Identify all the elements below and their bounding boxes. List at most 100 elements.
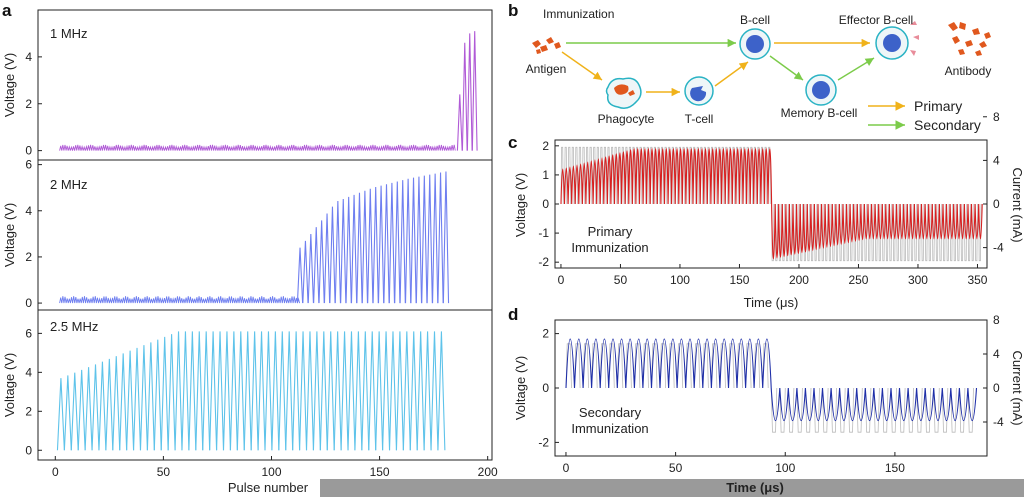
peak-2mhz [307,233,314,304]
xtick-label: 150 [885,461,905,475]
panel-a-xlabel: Pulse number [228,480,309,495]
panel-c-xlabel: Time (μs) [744,295,799,310]
phagocyte-icon [605,77,642,109]
panel-label-d: d [508,305,518,324]
peak-2mhz [394,181,401,304]
panel-c: -2 -1 0 1 2 -4 0 4 8 0 50 100 150 200 250 300 350 Primar… [513,110,1024,310]
xtick-label: 100 [670,273,690,287]
peak-2mhz [318,220,325,304]
arrow-antigen-phagocyte [561,51,603,81]
y2tick-label: 0 [993,381,1000,395]
subplot-25mhz-frame [37,309,493,461]
xtick-label: 100 [261,465,281,479]
peak-25mhz [133,347,142,451]
peak-2mhz [334,201,341,304]
ytick-label: 2 [25,250,32,264]
peak-2mhz [431,173,439,304]
panel-label-a: a [2,1,12,20]
peak-25mhz [264,331,273,451]
subplot-1mhz-frame [37,9,493,161]
peak-25mhz [112,356,121,451]
panel-d-y2label: Current (mA) [1010,350,1024,425]
antibody-icon [948,22,991,56]
panel-c-y2label: Current (mA) [1010,167,1024,242]
peak-25mhz [423,331,432,451]
subplot-2mhz-ylabel: Voltage (V) [2,203,17,267]
panel-d-annotation-line1: Secondary [579,405,642,420]
panel-b-diagram: Immunization Antigen Phagocyte T-cell B-… [526,7,992,133]
ytick-label: 4 [25,204,32,218]
peak-2mhz [302,240,309,304]
xtick-label: 100 [775,461,795,475]
ytick-label: 2 [25,404,32,418]
antigen-icon [532,37,561,54]
ytick-label: 0 [25,144,32,158]
node-b-cell: B-cell [740,13,770,27]
ytick-label: 1 [542,168,549,182]
peak-25mhz [437,331,446,451]
ytick-label: 0 [25,443,32,457]
panel-c-ylabel: Voltage (V) [513,173,528,237]
arrow-tcell-bcell [714,61,749,87]
node-antigen: Antigen [526,62,567,76]
peak-1mhz [471,31,478,151]
ytick-label: 2 [25,97,32,111]
peak-25mhz [119,353,128,451]
peak-2mhz [388,182,396,304]
peak-25mhz [91,364,100,451]
peak-25mhz [278,331,287,451]
subplot-1mhz-ylabel: Voltage (V) [2,53,17,117]
y2tick-label: 4 [993,347,1000,361]
xtick-label: 200 [789,273,809,287]
peak-25mhz [139,345,148,451]
panel-c-annotation-line1: Primary [588,224,633,239]
peak-2mhz [367,188,374,304]
peak-2mhz [377,185,385,304]
y2tick-label: 8 [993,313,1000,327]
panel-d: -2 0 2 -4 0 4 8 0 50 100 150 Secondary Immunizatio… [513,313,1024,495]
series-1mhz-baseline [59,144,456,151]
y2tick-label: -4 [993,415,1004,429]
xtick-label: 0 [52,465,59,479]
xtick-label: 300 [908,273,928,287]
peak-25mhz [70,372,79,451]
peak-1mhz [461,42,468,151]
peak-25mhz [305,331,314,451]
peak-2mhz [340,198,347,304]
series-current [560,146,982,262]
peak-25mhz [160,336,169,451]
peak-2mhz [372,186,379,304]
peak-25mhz [77,369,86,451]
node-memory-b-cell: Memory B-cell [781,106,858,120]
ytick-label: 6 [25,158,32,172]
t-cell-icon [684,76,714,106]
peak-2mhz [442,171,450,304]
peak-2mhz [399,180,406,304]
legend-primary-label: Primary [914,98,962,114]
xtick-label: 250 [848,273,868,287]
peak-25mhz [84,367,93,451]
peak-25mhz [430,331,439,451]
series-2mhz-baseline [59,296,301,304]
ytick-label: 6 [25,326,32,340]
peak-25mhz [285,331,294,451]
peak-25mhz [209,331,218,451]
b-cell-icon [739,28,771,60]
peak-1mhz [466,33,473,151]
peak-25mhz [98,361,107,451]
subplot-25mhz-ylabel: Voltage (V) [2,353,17,417]
peak-25mhz [375,331,384,451]
y2tick-label: 0 [993,197,1000,211]
peak-25mhz [347,331,356,451]
xtick-label: 200 [478,465,498,479]
peak-25mhz [202,331,211,451]
peak-25mhz [146,342,155,451]
xtick-label: 150 [729,273,749,287]
peak-2mhz [437,172,444,304]
subplot-25mhz-label: 2.5 MHz [50,319,98,334]
peak-25mhz [368,331,377,451]
peak-25mhz [63,375,72,451]
panel-d-xlabel: Time (μs) [726,480,784,495]
series-voltage [565,338,978,422]
ytick-label: 4 [25,50,32,64]
